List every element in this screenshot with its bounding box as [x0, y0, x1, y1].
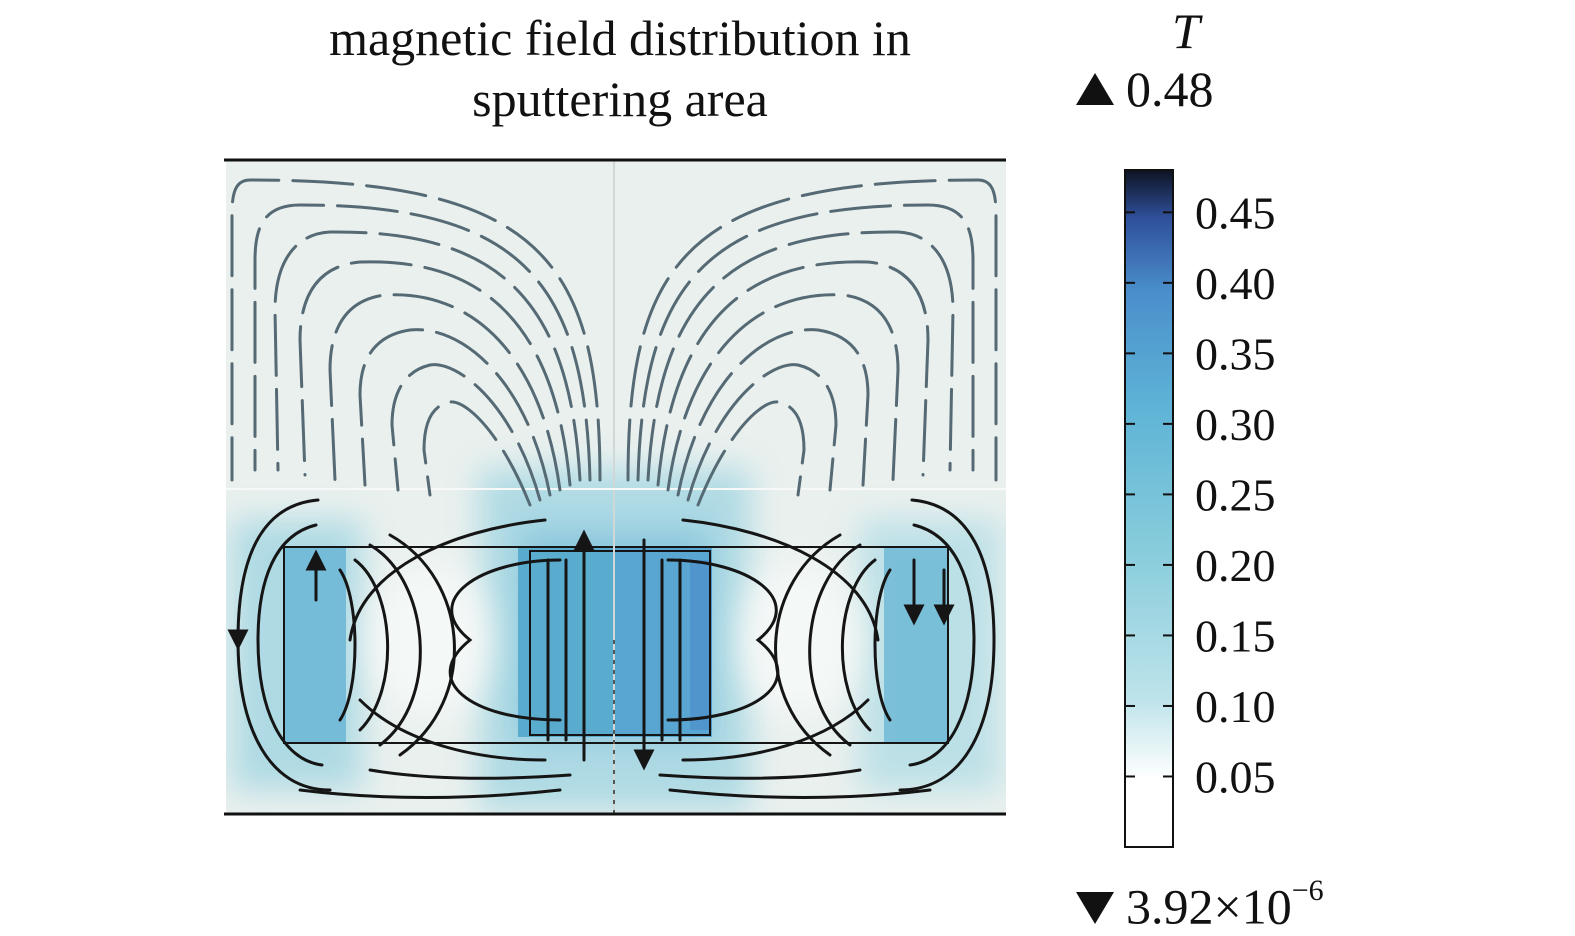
colorbar-tick-label: 0.45	[1195, 187, 1276, 238]
colorbar	[1124, 169, 1174, 848]
streamline	[840, 558, 877, 732]
colorbar-min-value: 3.92×10	[1126, 878, 1292, 935]
colorbar-tick-label: 0.15	[1195, 610, 1276, 661]
streamline	[368, 768, 572, 780]
colorbar-max-label: 0.48	[1076, 64, 1214, 114]
streamline	[656, 260, 930, 487]
low-field-right	[740, 560, 860, 720]
low-field-left	[370, 560, 490, 720]
streamline	[774, 533, 842, 757]
figure-title: magnetic field distribution in sputterin…	[240, 8, 1000, 130]
streamlines-upper	[230, 178, 998, 507]
streamline	[873, 568, 892, 722]
streamline	[666, 558, 780, 722]
magnet-right	[884, 547, 948, 743]
colorbar-min-exponent: −6	[1291, 874, 1324, 907]
streamline	[253, 203, 592, 482]
streamline	[808, 543, 862, 747]
magnet-center-edge	[690, 560, 712, 730]
streamline	[681, 698, 870, 762]
streamline	[626, 178, 998, 482]
streamline	[390, 363, 542, 502]
streamline	[298, 788, 562, 799]
streamline	[448, 558, 562, 722]
streamline	[273, 230, 582, 482]
streamlines-lower	[227, 498, 996, 799]
streamline	[227, 498, 332, 792]
streamline	[658, 768, 862, 780]
streamline	[256, 523, 324, 767]
colorbar-tick-label: 0.25	[1195, 469, 1276, 520]
title-line-2: sputtering area	[472, 71, 768, 127]
colorbar-tick-label: 0.30	[1195, 399, 1276, 450]
streamline	[686, 363, 838, 502]
streamline	[298, 260, 572, 487]
target-outline	[283, 546, 949, 744]
streamline	[230, 178, 602, 482]
colorbar-tick-label: 0.40	[1195, 258, 1276, 309]
streamline	[646, 230, 955, 482]
colorbar-tick-label: 0.10	[1195, 681, 1276, 732]
colorbar-ticks: 0.45 0.40 0.35 0.30 0.25 0.20 0.15 0.10 0.05	[1125, 187, 1276, 802]
low-field-regions	[370, 560, 860, 720]
colorbar-tick-label: 0.35	[1195, 328, 1276, 379]
center-magnet-outline	[529, 550, 711, 736]
title-line-1: magnetic field distribution in	[329, 10, 911, 66]
streamline	[328, 293, 562, 492]
streamline	[898, 498, 996, 792]
streamline	[636, 203, 975, 482]
colorbar-tick-label: 0.20	[1195, 540, 1276, 591]
colorbar-unit: T	[1172, 3, 1200, 59]
streamline	[908, 523, 976, 767]
streamline	[676, 328, 870, 497]
min-triangle-icon	[1076, 892, 1114, 925]
streamline	[368, 543, 422, 747]
streamline	[422, 400, 532, 507]
colorbar-min-label: 3.92×10−6	[1076, 872, 1324, 932]
streamline	[348, 518, 547, 642]
colorbar-max-value: 0.48	[1126, 61, 1214, 117]
streamline	[338, 568, 357, 722]
streamline	[358, 328, 552, 497]
streamline	[696, 400, 806, 507]
streamline	[666, 293, 900, 492]
streamline	[358, 698, 547, 762]
colorbar-tick-label: 0.05	[1195, 751, 1276, 802]
streamline	[668, 788, 932, 799]
max-triangle-icon	[1076, 72, 1114, 105]
